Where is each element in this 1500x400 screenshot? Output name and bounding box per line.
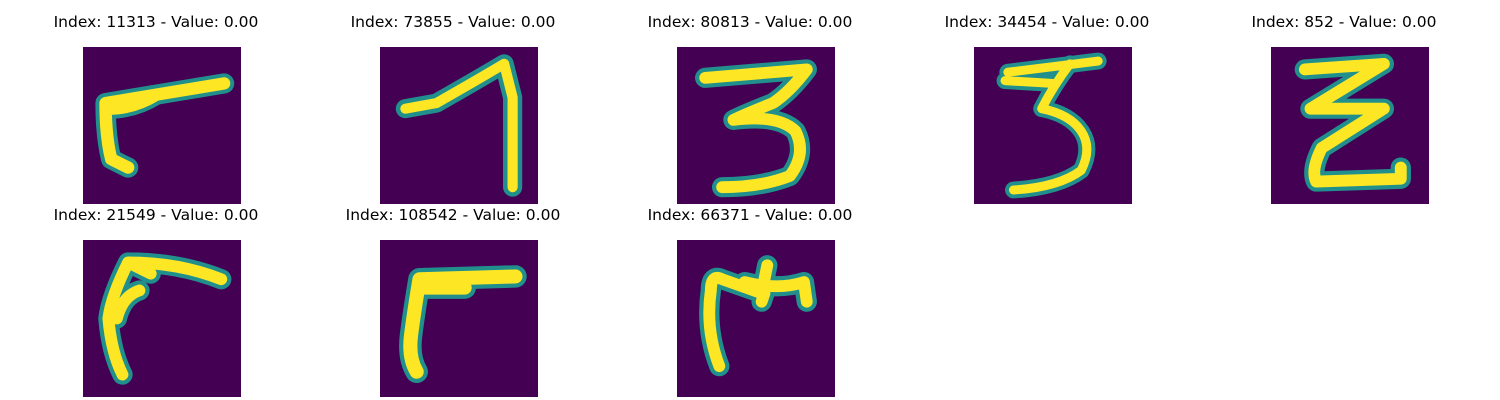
handwritten-3-icon: [677, 47, 835, 204]
panel-title: Index: 108542 - Value: 0.00: [345, 206, 561, 224]
handwritten-7-rotated-icon: [83, 47, 241, 204]
panel-6: Index: 21549 - Value: 0.00: [6, 205, 306, 397]
panel-title: Index: 80813 - Value: 0.00: [647, 13, 853, 31]
handwritten-7-icon: [380, 47, 538, 204]
handwritten-z-icon: [1271, 47, 1429, 204]
panel-3: Index: 80813 - Value: 0.00: [600, 12, 900, 204]
panel-title: Index: 11313 - Value: 0.00: [53, 13, 259, 31]
panel-5: Index: 852 - Value: 0.00: [1194, 12, 1494, 204]
handwritten-7-angled-icon: [380, 240, 538, 397]
panel-title: Index: 66371 - Value: 0.00: [647, 206, 853, 224]
panel-4: Index: 34454 - Value: 0.00: [897, 12, 1197, 204]
handwritten-3-thin-icon: [974, 47, 1132, 204]
handwritten-7-curved-icon: [83, 240, 241, 397]
panel-7: Index: 108542 - Value: 0.00: [303, 205, 603, 397]
panel-title: Index: 852 - Value: 0.00: [1251, 13, 1437, 31]
panel-1: Index: 11313 - Value: 0.00: [6, 12, 306, 204]
panel-title: Index: 34454 - Value: 0.00: [944, 13, 1150, 31]
panel-8: Index: 66371 - Value: 0.00: [600, 205, 900, 397]
panel-2: Index: 73855 - Value: 0.00: [303, 12, 603, 204]
handwritten-t-like-icon: [677, 240, 835, 397]
panel-title: Index: 73855 - Value: 0.00: [350, 13, 556, 31]
panel-title: Index: 21549 - Value: 0.00: [53, 206, 259, 224]
